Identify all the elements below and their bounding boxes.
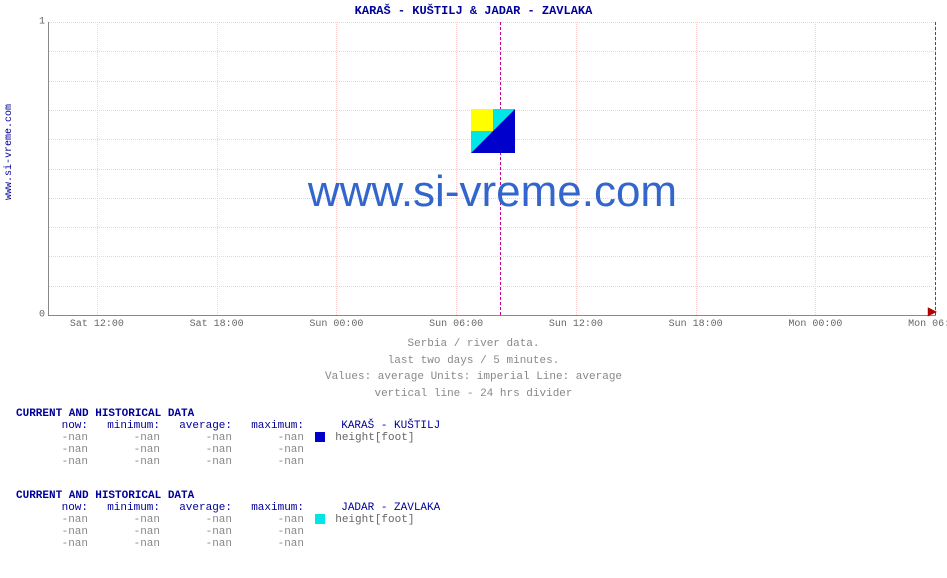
table-row: -nan-nan-nan-nan (16, 456, 936, 468)
cell: -nan (232, 526, 304, 538)
cell: -nan (88, 444, 160, 456)
chart-plot-area: 0 1 Sat 12:00 Sat 18:00 Sun 00:00 Sun 06… (48, 22, 936, 316)
caption-line: last two days / 5 minutes. (0, 353, 947, 370)
col-head: now: (16, 502, 88, 514)
site-label-vertical: www.si-vreme.com (4, 104, 15, 200)
cell: -nan (16, 444, 88, 456)
series-swatch-icon (315, 432, 325, 442)
watermark-text: www.si-vreme.com (308, 167, 677, 217)
table-row: -nan-nan-nan-nan (16, 538, 936, 550)
cell: -nan (88, 538, 160, 550)
cell: -nan (88, 456, 160, 468)
table-row: -nan-nan-nan-nan height[foot] (16, 432, 936, 444)
x-tick: Sat 18:00 (190, 319, 244, 330)
col-head: maximum: (232, 420, 304, 432)
cell: -nan (16, 538, 88, 550)
cell: -nan (16, 432, 88, 444)
cell: -nan (88, 432, 160, 444)
data-table-2: CURRENT AND HISTORICAL DATA now:minimum:… (16, 490, 936, 550)
cell: -nan (16, 456, 88, 468)
table-header-row: now:minimum:average:maximum: JADAR - ZAV… (16, 502, 936, 514)
cell: -nan (232, 432, 304, 444)
cell: -nan (160, 456, 232, 468)
col-head: minimum: (88, 502, 160, 514)
col-head: now: (16, 420, 88, 432)
table-header-row: now:minimum:average:maximum: KARAŠ - KUŠ… (16, 420, 936, 432)
cell: -nan (232, 456, 304, 468)
y-tick: 0 (29, 310, 45, 321)
y-tick: 1 (29, 17, 45, 28)
col-head: minimum: (88, 420, 160, 432)
table-title: CURRENT AND HISTORICAL DATA (16, 408, 936, 420)
col-head: average: (160, 502, 232, 514)
divider-24h-2 (935, 22, 936, 315)
x-tick: Sun 00:00 (309, 319, 363, 330)
table-row: -nan-nan-nan-nan (16, 526, 936, 538)
col-head: average: (160, 420, 232, 432)
cell: -nan (160, 432, 232, 444)
cell: -nan (232, 538, 304, 550)
cell: -nan (16, 514, 88, 526)
x-tick: Sun 18:00 (669, 319, 723, 330)
series-name: KARAŠ - KUŠTILJ (341, 420, 440, 432)
x-tick: Mon 06:00 (908, 319, 947, 330)
caption-line: Values: average Units: imperial Line: av… (0, 369, 947, 386)
x-tick: Sun 06:00 (429, 319, 483, 330)
x-tick: Mon 00:00 (788, 319, 842, 330)
unit-label: height[foot] (335, 432, 414, 444)
axis-arrow-icon: ▶ (928, 304, 937, 319)
caption-line: vertical line - 24 hrs divider (0, 386, 947, 403)
cell: -nan (88, 514, 160, 526)
table-row: -nan-nan-nan-nan height[foot] (16, 514, 936, 526)
x-tick: Sat 12:00 (70, 319, 124, 330)
table-row: -nan-nan-nan-nan (16, 444, 936, 456)
cell: -nan (160, 444, 232, 456)
cell: -nan (160, 514, 232, 526)
x-tick: Sun 12:00 (549, 319, 603, 330)
cell: -nan (232, 444, 304, 456)
unit-label: height[foot] (335, 514, 414, 526)
series-name: JADAR - ZAVLAKA (341, 502, 440, 514)
watermark-logo-icon (471, 109, 515, 157)
series-swatch-icon (315, 514, 325, 524)
data-table-1: CURRENT AND HISTORICAL DATA now:minimum:… (16, 408, 936, 468)
col-head: maximum: (232, 502, 304, 514)
cell: -nan (88, 526, 160, 538)
chart-title: KARAŠ - KUŠTILJ & JADAR - ZAVLAKA (0, 0, 947, 18)
cell: -nan (160, 538, 232, 550)
cell: -nan (232, 514, 304, 526)
table-title: CURRENT AND HISTORICAL DATA (16, 490, 936, 502)
chart-caption: Serbia / river data. last two days / 5 m… (0, 336, 947, 402)
caption-line: Serbia / river data. (0, 336, 947, 353)
cell: -nan (160, 526, 232, 538)
cell: -nan (16, 526, 88, 538)
